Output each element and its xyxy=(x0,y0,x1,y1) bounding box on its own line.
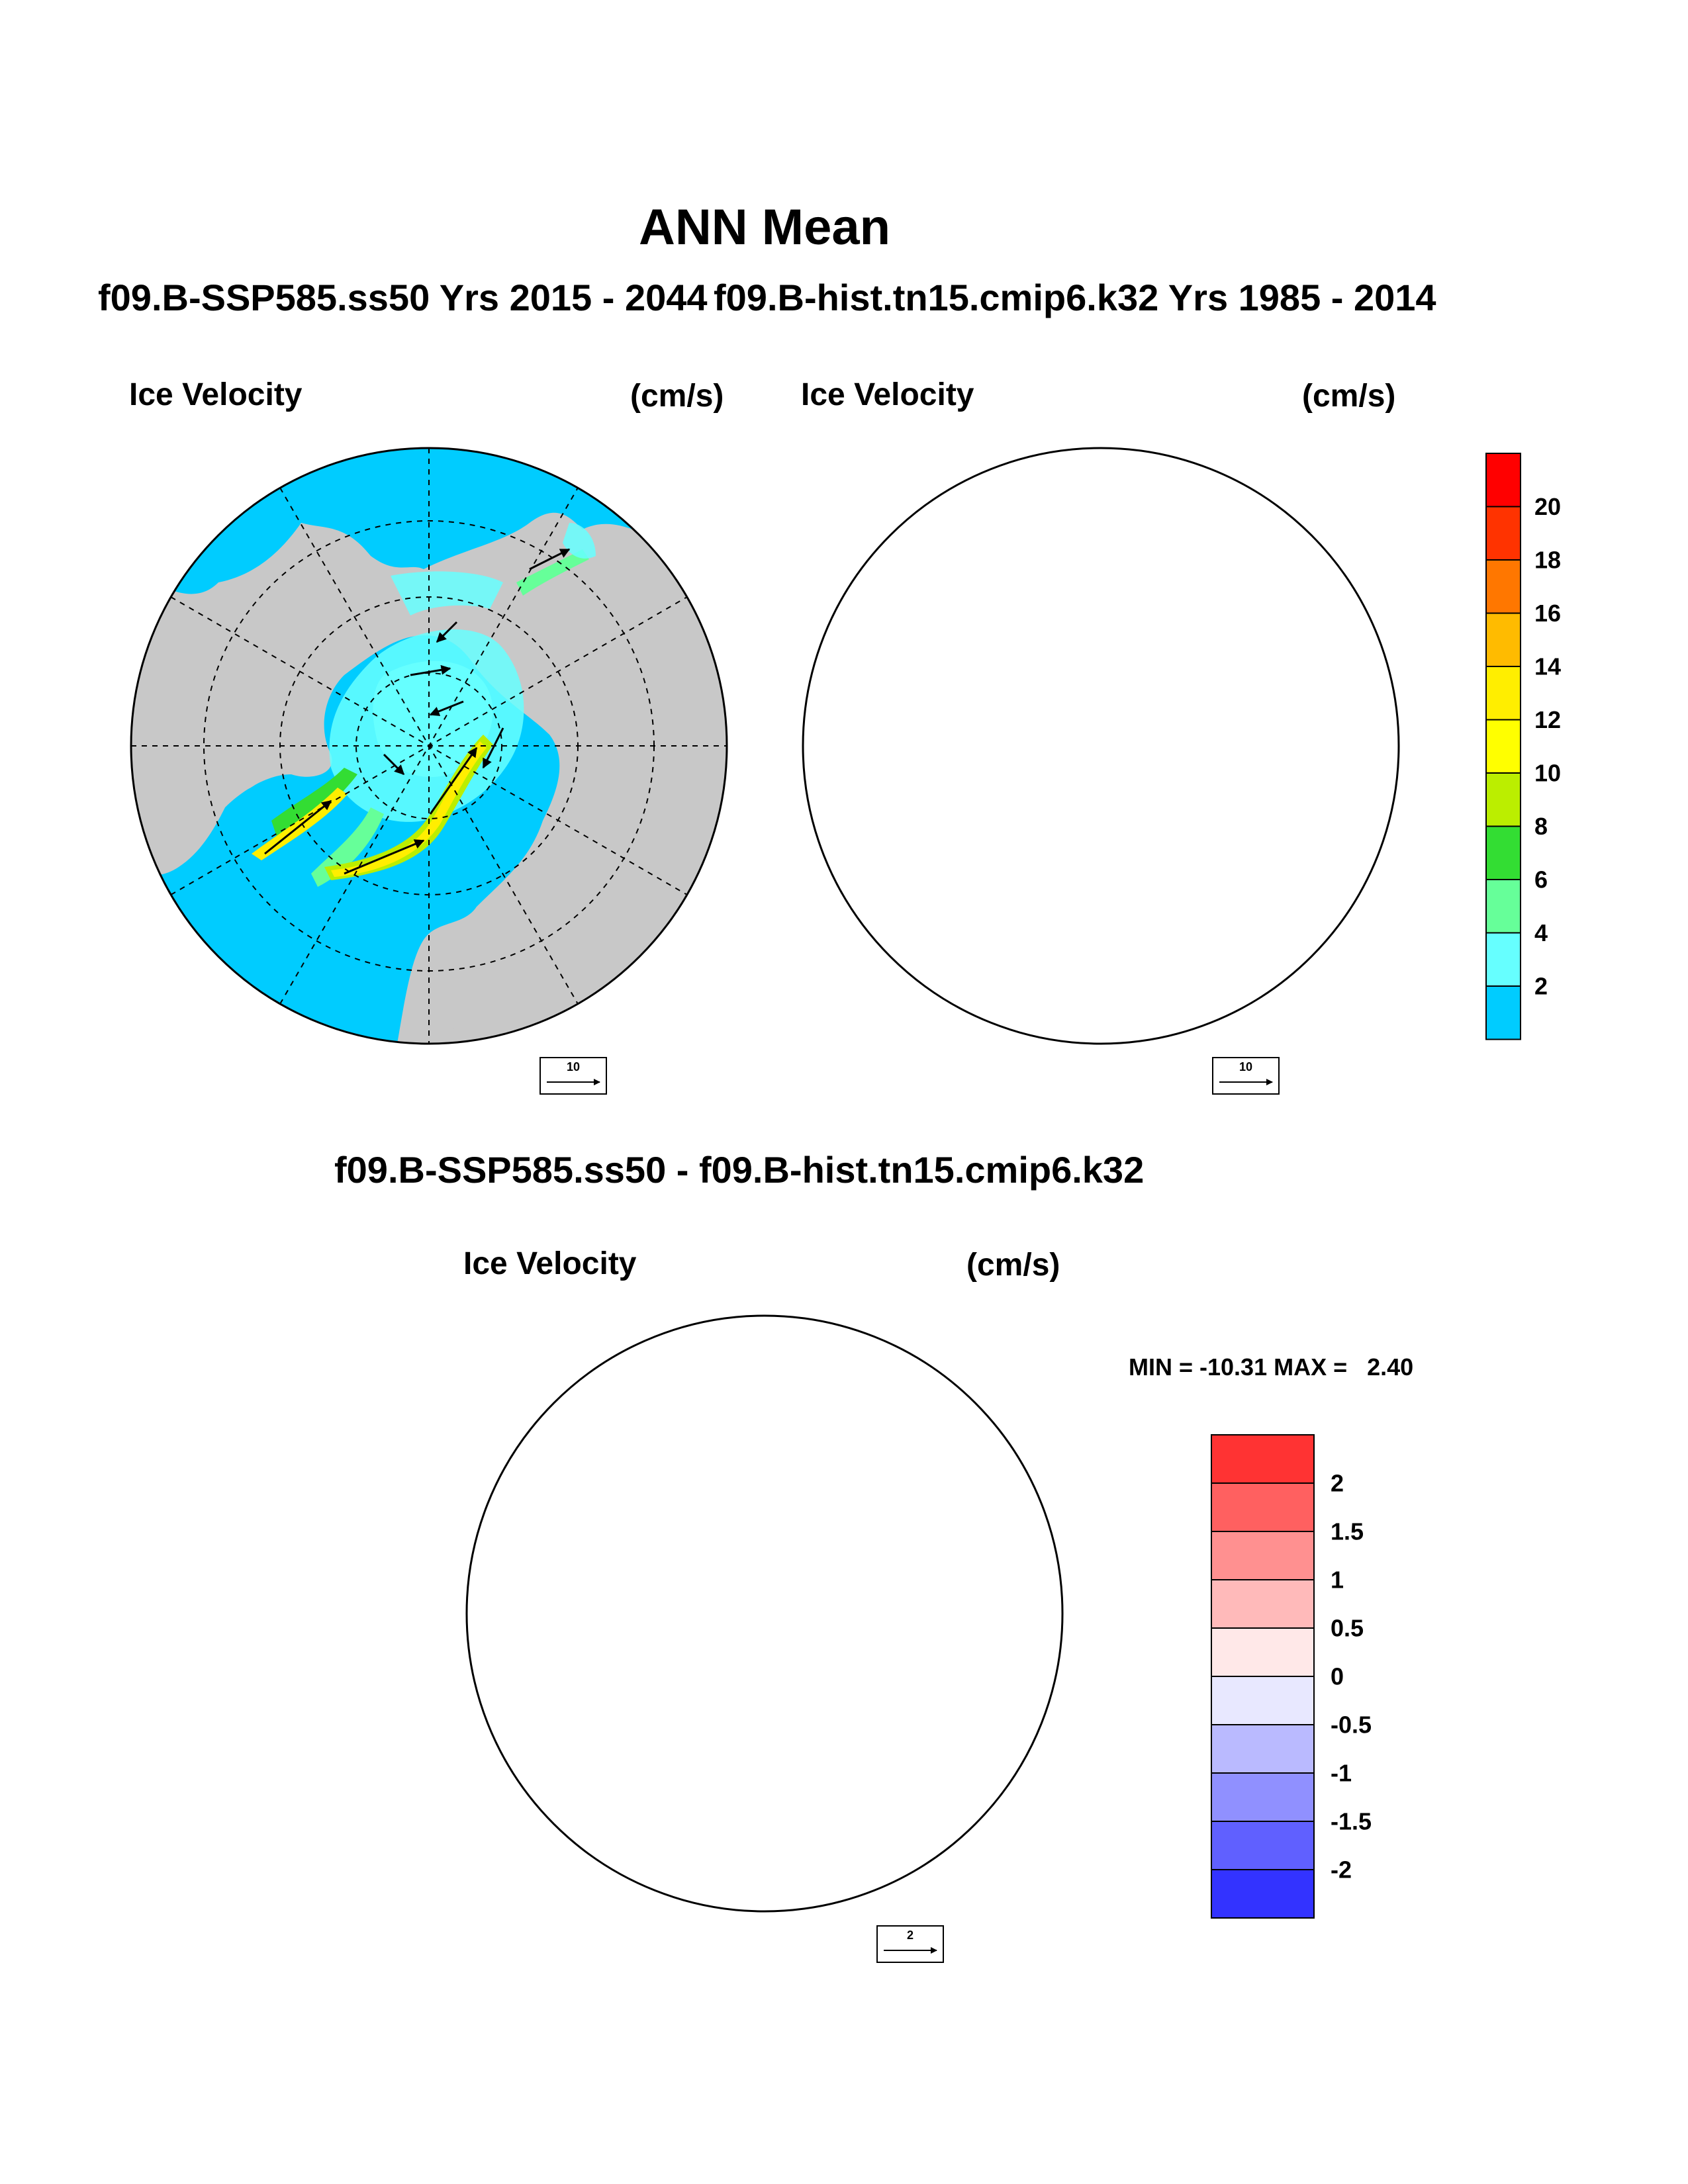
diff-units-label: (cm/s) xyxy=(966,1248,1060,1283)
diff-colorbar-box xyxy=(1211,1434,1315,1484)
speed-colorbar-box xyxy=(1485,506,1521,561)
map-difference: 2 xyxy=(465,1314,1064,1963)
diff-colorbar-label: -1 xyxy=(1331,1760,1352,1787)
speed-colorbar-label: 12 xyxy=(1534,706,1561,733)
diff-colorbar-label: -0.5 xyxy=(1331,1711,1372,1739)
speed-colorbar-box xyxy=(1485,666,1521,721)
diff-colorbar-box xyxy=(1211,1676,1315,1725)
exp1-units-label: (cm/s) xyxy=(630,379,724,414)
sea-ice-region xyxy=(1002,523,1268,822)
reference-vector-exp1: 10 xyxy=(539,1057,607,1095)
diff-variable-label: Ice Velocity xyxy=(463,1246,637,1281)
map-boundary xyxy=(802,447,1400,1045)
exp2-case-title: f09.B-hist.tn15.cmip6.k32 Yrs 1985 - 201… xyxy=(714,277,1436,318)
sea-ice-region xyxy=(329,523,596,822)
exp1-case-title: f09.B-SSP585.ss50 Yrs 2015 - 2044 xyxy=(98,277,708,318)
speed-colorbar-box xyxy=(1485,879,1521,934)
diff-colorbar-label: 2 xyxy=(1331,1470,1344,1497)
reference-vector-label: 10 xyxy=(1239,1060,1252,1073)
speed-colorbar-box xyxy=(1485,825,1521,880)
speed-colorbar-box xyxy=(1485,932,1521,987)
velocity-vectors xyxy=(600,1417,905,1741)
diff-colorbar-box xyxy=(1211,1724,1315,1774)
land-mask xyxy=(131,512,727,1044)
map-difference-fields xyxy=(467,1316,1062,1911)
map-boundary xyxy=(465,1314,1064,1913)
speed-colorbar: 20 18 16 14 12 10 8 6 4 2 xyxy=(1485,453,1561,1040)
speed-colorbar-label: 6 xyxy=(1534,866,1548,893)
graticule xyxy=(803,448,1399,1044)
speed-colorbar-box xyxy=(1485,612,1521,667)
map-exp2-fields xyxy=(803,448,1399,1044)
map-exp2: 10 xyxy=(802,447,1400,1095)
speed-colorbar-box xyxy=(1485,772,1521,827)
difference-colorbar: 2 1.5 1 0.5 0 -0.5 -1 -1.5 -2 xyxy=(1211,1434,1372,1919)
min-max-stats: MIN = -10.31 MAX = 2.40 xyxy=(1129,1353,1413,1381)
diff-colorbar-box xyxy=(1211,1821,1315,1870)
speed-colorbar-box xyxy=(1485,559,1521,614)
open-ocean xyxy=(467,1316,1062,1911)
graticule xyxy=(467,1316,1062,1911)
exp2-units-label: (cm/s) xyxy=(1302,379,1395,414)
transpolar-drift-jet xyxy=(923,735,1165,880)
map-boundary xyxy=(130,447,728,1045)
graticule xyxy=(131,448,727,1044)
speed-colorbar-label: 10 xyxy=(1534,760,1561,787)
velocity-vectors xyxy=(937,549,1241,874)
land-mask xyxy=(467,1381,1062,1911)
speed-colorbar-label: 4 xyxy=(1534,919,1548,946)
speed-colorbar-box xyxy=(1485,985,1521,1040)
speed-colorbar-label: 16 xyxy=(1534,600,1561,627)
diff-colorbar-label: 1.5 xyxy=(1331,1518,1364,1545)
speed-colorbar-label: 18 xyxy=(1534,547,1561,574)
speed-colorbar-box xyxy=(1485,719,1521,774)
diff-colorbar-label: 0 xyxy=(1331,1663,1344,1690)
diff-colorbar-label: 1 xyxy=(1331,1567,1344,1594)
speed-colorbar-label: 14 xyxy=(1534,653,1561,680)
diff-colorbar-box xyxy=(1211,1482,1315,1532)
exp2-variable-label: Ice Velocity xyxy=(801,377,974,412)
speed-colorbar-label: 8 xyxy=(1534,813,1548,840)
diff-colorbar-box xyxy=(1211,1531,1315,1580)
reference-vector-exp2: 10 xyxy=(1212,1057,1280,1095)
speed-colorbar-label: 20 xyxy=(1534,493,1561,520)
open-ocean xyxy=(803,448,1399,1044)
difference-case-title: f09.B-SSP585.ss50 - f09.B-hist.tn15.cmip… xyxy=(334,1149,1145,1191)
reference-vector-label: 2 xyxy=(907,1929,914,1942)
figure-title: ANN Mean xyxy=(639,199,891,255)
diff-colorbar-box xyxy=(1211,1627,1315,1677)
map-exp1: 10 xyxy=(130,447,728,1095)
land-mask xyxy=(803,513,1399,1044)
speed-colorbar-label: 2 xyxy=(1534,973,1548,1000)
difference-field xyxy=(587,1410,931,1748)
velocity-vectors xyxy=(264,548,571,875)
reference-vector-diff: 2 xyxy=(876,1925,944,1963)
diff-colorbar-box xyxy=(1211,1772,1315,1822)
diff-colorbar-box xyxy=(1211,1869,1315,1919)
diff-colorbar-label: 0.5 xyxy=(1331,1615,1364,1642)
map-exp1-fields xyxy=(131,448,727,1044)
speed-colorbar-box xyxy=(1485,453,1521,508)
diff-colorbar-label: -1.5 xyxy=(1331,1808,1372,1835)
diff-colorbar-box xyxy=(1211,1579,1315,1629)
reference-vector-label: 10 xyxy=(567,1060,580,1073)
diff-colorbar-label: -2 xyxy=(1331,1856,1352,1884)
exp1-variable-label: Ice Velocity xyxy=(129,377,303,412)
